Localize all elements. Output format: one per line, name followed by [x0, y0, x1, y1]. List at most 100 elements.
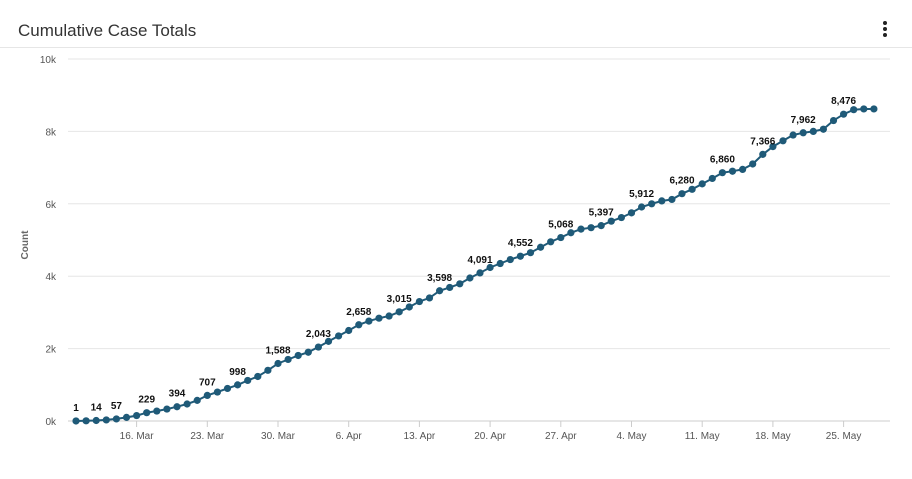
data-point[interactable]	[365, 317, 373, 325]
data-point[interactable]	[375, 314, 383, 322]
series-points	[72, 105, 878, 425]
data-point[interactable]	[617, 213, 626, 222]
data-point[interactable]	[840, 110, 848, 118]
data-point[interactable]	[486, 263, 494, 272]
data-point[interactable]	[415, 297, 423, 306]
data-point[interactable]	[506, 255, 514, 264]
data-point[interactable]	[718, 169, 727, 177]
data-point[interactable]	[829, 116, 838, 125]
data-point[interactable]	[547, 238, 555, 246]
data-label: 14	[91, 402, 103, 413]
data-label: 6,280	[669, 176, 694, 187]
data-point[interactable]	[92, 416, 100, 425]
data-point[interactable]	[193, 396, 201, 404]
data-point[interactable]	[395, 308, 403, 316]
data-point[interactable]	[668, 195, 676, 204]
data-point[interactable]	[537, 243, 545, 251]
data-point[interactable]	[759, 150, 767, 158]
data-point[interactable]	[799, 129, 807, 137]
data-point[interactable]	[425, 294, 434, 302]
data-label: 707	[199, 377, 216, 388]
data-point[interactable]	[496, 259, 504, 268]
x-tick-label: 30. Mar	[261, 431, 296, 442]
data-label: 7,962	[791, 115, 816, 126]
data-point[interactable]	[638, 203, 646, 211]
data-point[interactable]	[648, 200, 656, 208]
data-label: 4,091	[467, 255, 492, 266]
data-point[interactable]	[163, 405, 171, 413]
data-point[interactable]	[678, 190, 686, 198]
data-point[interactable]	[385, 312, 393, 320]
data-point[interactable]	[627, 209, 636, 217]
data-point[interactable]	[789, 131, 797, 139]
data-point[interactable]	[739, 165, 747, 174]
data-point[interactable]	[335, 332, 343, 340]
data-point[interactable]	[304, 348, 312, 356]
data-point[interactable]	[466, 274, 474, 282]
data-point[interactable]	[688, 185, 696, 193]
data-point[interactable]	[223, 384, 232, 393]
data-point[interactable]	[213, 388, 221, 396]
data-point[interactable]	[607, 217, 615, 225]
data-point[interactable]	[860, 105, 868, 113]
data-point[interactable]	[133, 411, 141, 420]
data-label: 3,015	[387, 294, 412, 305]
x-tick-label: 6. Apr	[336, 431, 363, 442]
data-point[interactable]	[72, 417, 80, 425]
y-tick-label: 2k	[45, 345, 57, 356]
data-point[interactable]	[476, 269, 484, 277]
data-label: 6,860	[710, 155, 735, 166]
x-tick-label: 20. Apr	[474, 431, 506, 442]
data-point[interactable]	[658, 197, 666, 205]
data-point[interactable]	[314, 343, 322, 351]
data-point[interactable]	[82, 417, 90, 425]
data-point[interactable]	[112, 415, 120, 423]
data-point[interactable]	[516, 252, 525, 260]
data-point[interactable]	[456, 280, 464, 288]
data-point[interactable]	[850, 106, 858, 114]
data-point[interactable]	[597, 222, 605, 230]
data-label: 1	[73, 403, 79, 414]
menu-dot	[883, 33, 887, 37]
data-point[interactable]	[153, 407, 161, 415]
data-point[interactable]	[567, 229, 575, 237]
data-point[interactable]	[143, 409, 151, 417]
data-point[interactable]	[557, 233, 565, 242]
data-point[interactable]	[577, 225, 585, 233]
data-point[interactable]	[526, 249, 535, 257]
data-point[interactable]	[234, 381, 242, 389]
data-point[interactable]	[122, 413, 131, 421]
data-point[interactable]	[587, 224, 595, 232]
chart-title: Cumulative Case Totals	[18, 21, 197, 40]
vertical-ellipsis-icon[interactable]	[878, 20, 892, 42]
data-point[interactable]	[264, 366, 272, 374]
data-point[interactable]	[203, 391, 211, 400]
data-point[interactable]	[728, 167, 737, 175]
data-point[interactable]	[870, 105, 878, 113]
data-point[interactable]	[698, 180, 706, 188]
data-point[interactable]	[294, 351, 302, 360]
y-tick-label: 10k	[40, 55, 57, 66]
data-point[interactable]	[274, 359, 282, 368]
data-point[interactable]	[446, 283, 454, 292]
data-point[interactable]	[749, 160, 757, 168]
data-point[interactable]	[809, 127, 817, 135]
data-point[interactable]	[324, 337, 333, 345]
data-point[interactable]	[769, 143, 777, 151]
x-tick-label: 25. May	[826, 431, 862, 442]
data-point[interactable]	[779, 137, 787, 145]
data-point[interactable]	[102, 416, 110, 424]
data-point[interactable]	[355, 321, 363, 329]
data-point[interactable]	[173, 403, 181, 411]
data-point[interactable]	[345, 326, 353, 335]
data-point[interactable]	[819, 125, 828, 133]
data-point[interactable]	[244, 376, 252, 385]
y-tick-label: 0k	[45, 417, 57, 428]
x-tick-label: 23. Mar	[190, 431, 225, 442]
data-point[interactable]	[254, 372, 262, 381]
data-point[interactable]	[284, 355, 292, 364]
data-point[interactable]	[708, 174, 716, 183]
data-point[interactable]	[405, 303, 413, 311]
data-point[interactable]	[436, 287, 444, 295]
data-point[interactable]	[183, 400, 191, 408]
